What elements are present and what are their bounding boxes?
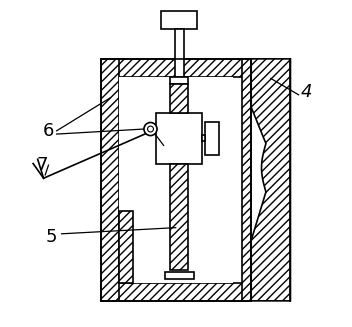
Bar: [175, 29, 184, 77]
Polygon shape: [251, 59, 290, 301]
Text: 7: 7: [36, 156, 48, 174]
Bar: [119, 211, 133, 283]
Bar: [101, 59, 119, 301]
Bar: [101, 283, 251, 301]
Bar: [161, 11, 197, 29]
Bar: [164, 272, 194, 279]
Text: 4: 4: [301, 82, 313, 101]
Bar: [101, 59, 251, 301]
Bar: [170, 84, 188, 113]
Bar: [242, 59, 251, 301]
Bar: [205, 122, 219, 155]
Bar: [170, 164, 188, 270]
Bar: [202, 135, 205, 141]
Bar: [101, 59, 251, 77]
Bar: [170, 77, 188, 84]
Circle shape: [144, 123, 157, 136]
Text: 6: 6: [43, 122, 54, 140]
Bar: [156, 113, 202, 164]
Bar: [119, 77, 233, 283]
Text: 5: 5: [46, 228, 57, 246]
